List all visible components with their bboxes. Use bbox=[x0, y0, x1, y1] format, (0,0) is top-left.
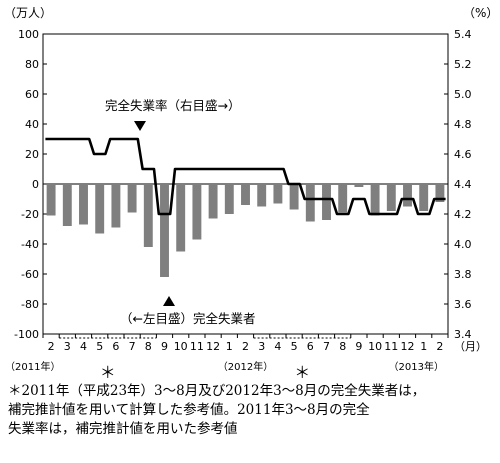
bar-unemployed bbox=[192, 184, 202, 240]
footnote-line-1: ＊2011年（平成23年）3～8月及び2012年3～8月の完全失業者は， bbox=[8, 383, 426, 399]
bar-unemployed bbox=[160, 184, 169, 277]
bar-unemployed bbox=[143, 184, 153, 247]
month-label: 2 bbox=[48, 340, 55, 353]
month-label: 8 bbox=[145, 340, 152, 353]
left-tick-label: 0 bbox=[32, 178, 39, 191]
month-unit-label: （月） bbox=[454, 340, 487, 353]
month-label: 8 bbox=[339, 340, 346, 353]
bar-unemployed bbox=[322, 184, 331, 220]
right-tick-label: 4.0 bbox=[454, 238, 472, 251]
month-label: 11 bbox=[384, 340, 398, 353]
bar-unemployed bbox=[386, 184, 396, 211]
month-label: 12 bbox=[401, 340, 415, 353]
month-label: 6 bbox=[112, 340, 119, 353]
bar-unemployed bbox=[95, 184, 105, 234]
bar-unemployed bbox=[257, 184, 267, 207]
month-label: 3 bbox=[258, 340, 265, 353]
month-label: 10 bbox=[368, 340, 382, 353]
bar-unemployed bbox=[305, 184, 315, 222]
bar-unemployed bbox=[208, 184, 218, 219]
month-label: 3 bbox=[64, 340, 71, 353]
tick-labels: 100 5.4 80 5.2 60 5.0 40 4.8 20 4.6 0 4.4 -20 4.2 -40 4… bbox=[5, 28, 487, 382]
bar-unemployed bbox=[289, 184, 299, 210]
asterisk-mark: ＊ bbox=[294, 363, 310, 382]
bar-series-unemployed bbox=[46, 184, 445, 277]
left-tick-label: -100 bbox=[14, 328, 39, 341]
month-label: 9 bbox=[355, 340, 362, 353]
month-label: 2 bbox=[242, 340, 249, 353]
left-tick-label: 20 bbox=[25, 148, 39, 161]
annotations: 完全失業率（右目盛→） （←左目盛）完全失業者 bbox=[105, 98, 255, 326]
month-label: 10 bbox=[174, 340, 188, 353]
month-label: 7 bbox=[323, 340, 330, 353]
left-tick-label: -20 bbox=[21, 208, 39, 221]
asterisk-mark: ＊ bbox=[100, 363, 116, 382]
year-label: （2012年） bbox=[218, 360, 273, 373]
left-tick-label: 60 bbox=[25, 88, 39, 101]
year-label: （2011年） bbox=[5, 360, 60, 373]
bar-unemployed bbox=[46, 184, 56, 216]
footnote: ＊2011年（平成23年）3～8月及び2012年3～8月の完全失業者は， 補完推… bbox=[8, 382, 498, 439]
left-tick-label: -80 bbox=[21, 298, 39, 311]
left-axis-unit: （万人） bbox=[4, 6, 52, 20]
month-label: 1 bbox=[226, 340, 233, 353]
bar-unemployed bbox=[176, 184, 186, 252]
month-label: 4 bbox=[274, 340, 281, 353]
month-label: 2 bbox=[436, 340, 443, 353]
footnote-line-3: 失業率は，補完推計値を用いた参考値 bbox=[8, 421, 238, 437]
month-label: 5 bbox=[96, 340, 103, 353]
unemployment-chart: （万人） （%） 100 5.4 80 5.2 60 5.0 40 4.8 20 4.6 0 4.4 -… bbox=[4, 6, 498, 382]
rate-pointer-arrow bbox=[134, 121, 146, 131]
bar-unemployed bbox=[370, 184, 380, 216]
rate-annotation: 完全失業率（右目盛→） bbox=[105, 98, 240, 113]
right-tick-label: 4.8 bbox=[454, 118, 472, 131]
count-annotation: （←左目盛）完全失業者 bbox=[120, 311, 255, 326]
right-tick-label: 3.6 bbox=[454, 298, 472, 311]
line-series-unemployment-rate bbox=[45, 137, 446, 216]
right-tick-label: 5.4 bbox=[454, 28, 472, 41]
right-tick-label: 4.6 bbox=[454, 148, 472, 161]
bar-unemployed bbox=[354, 184, 364, 187]
bar-unemployed bbox=[273, 184, 283, 204]
right-tick-label: 5.0 bbox=[454, 88, 472, 101]
bar-unemployed bbox=[79, 184, 88, 225]
right-tick-label: 3.8 bbox=[454, 268, 472, 281]
bar-unemployed bbox=[435, 184, 445, 202]
bar-unemployed bbox=[127, 184, 137, 213]
bar-unemployed bbox=[403, 184, 412, 207]
bar-unemployed bbox=[224, 184, 234, 214]
bar-unemployed bbox=[62, 184, 72, 226]
bar-unemployed bbox=[111, 184, 121, 228]
left-tick-label: -40 bbox=[21, 238, 39, 251]
right-tick-label: 4.4 bbox=[454, 178, 472, 191]
left-tick-label: 40 bbox=[25, 118, 39, 131]
month-label: 4 bbox=[80, 340, 87, 353]
bar-unemployed bbox=[338, 184, 348, 213]
month-label: 1 bbox=[420, 340, 427, 353]
right-tick-label: 5.2 bbox=[454, 58, 472, 71]
left-tick-label: -60 bbox=[21, 268, 39, 281]
month-label: 11 bbox=[190, 340, 204, 353]
right-tick-label: 4.2 bbox=[454, 208, 472, 221]
right-tick-label: 3.4 bbox=[454, 328, 472, 341]
count-pointer-arrow bbox=[163, 296, 175, 306]
month-label: 9 bbox=[161, 340, 168, 353]
year-label: （2013年） bbox=[389, 360, 444, 373]
month-label: 6 bbox=[307, 340, 314, 353]
month-label: 5 bbox=[291, 340, 298, 353]
bar-unemployed bbox=[419, 184, 429, 211]
bar-unemployed bbox=[241, 184, 250, 205]
right-axis-unit: （%） bbox=[463, 6, 498, 20]
month-label: 12 bbox=[206, 340, 220, 353]
footnote-line-2: 補完推計値を用いて計算した参考値。2011年3～8月の完全 bbox=[8, 402, 370, 418]
left-tick-label: 100 bbox=[18, 28, 39, 41]
month-label: 7 bbox=[129, 340, 136, 353]
left-tick-label: 80 bbox=[25, 58, 39, 71]
